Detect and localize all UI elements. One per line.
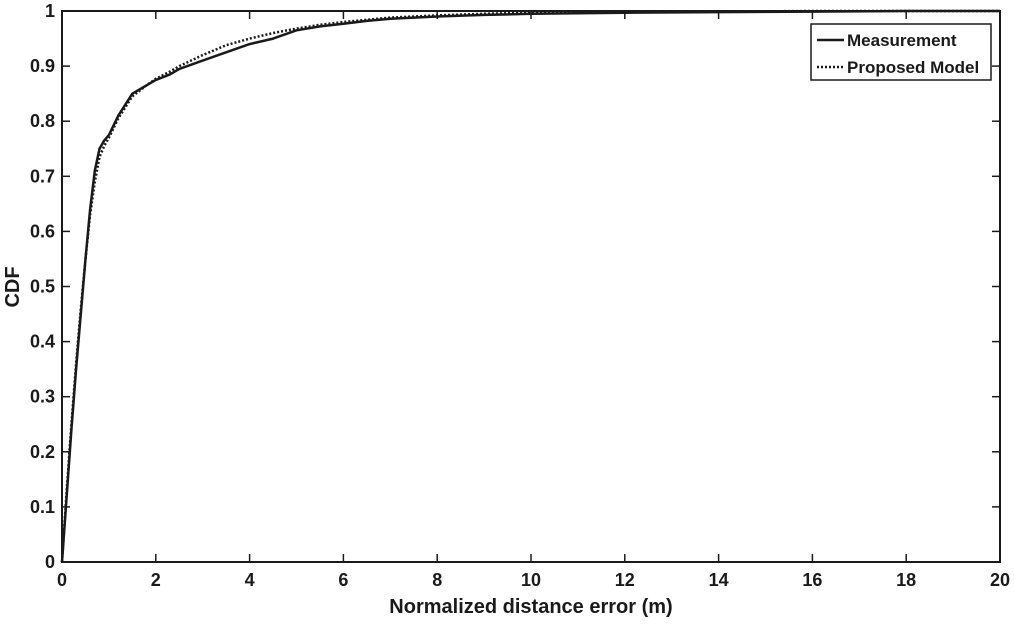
x-tick-label: 8	[432, 570, 442, 590]
x-tick-label: 2	[151, 570, 161, 590]
y-tick-label: 0.1	[30, 497, 55, 517]
x-tick-label: 14	[709, 570, 729, 590]
y-tick-label: 0.6	[30, 221, 55, 241]
series-line-proposed-model	[60, 9, 1000, 563]
y-tick-label: 0	[45, 552, 55, 572]
x-tick-label: 20	[990, 570, 1010, 590]
x-axis-ticks: 0 2 4 6 8 10 12 14 16 18 20	[57, 11, 1010, 590]
y-tick-label: 1	[45, 1, 55, 21]
series-layer	[60, 9, 1000, 563]
x-tick-label: 18	[896, 570, 916, 590]
x-tick-label: 6	[338, 570, 348, 590]
y-tick-label: 0.4	[30, 332, 55, 352]
y-tick-label: 0.5	[30, 277, 55, 297]
y-tick-label: 0.2	[30, 442, 55, 462]
y-tick-label: 0.7	[30, 166, 55, 186]
y-axis-title: CDF	[2, 266, 24, 307]
x-tick-label: 16	[802, 570, 822, 590]
x-tick-label: 12	[615, 570, 635, 590]
x-tick-label: 0	[57, 570, 67, 590]
x-tick-label: 10	[521, 570, 541, 590]
y-tick-label: 0.3	[30, 387, 55, 407]
legend-box	[810, 23, 992, 81]
y-axis-ticks: 0 0.1 0.2 0.3 0.4 0.5 0.6 0.7 0.8 0.9 1	[30, 1, 1000, 572]
legend-measurement-label: Measurement	[847, 31, 957, 50]
legend-model-label: Proposed Model	[847, 58, 979, 77]
x-axis-title: Normalized distance error (m)	[389, 596, 672, 618]
x-tick-label: 4	[245, 570, 255, 590]
y-tick-label: 0.9	[30, 56, 55, 76]
legend: Measurement Proposed Model	[810, 23, 992, 81]
y-tick-label: 0.8	[30, 111, 55, 131]
